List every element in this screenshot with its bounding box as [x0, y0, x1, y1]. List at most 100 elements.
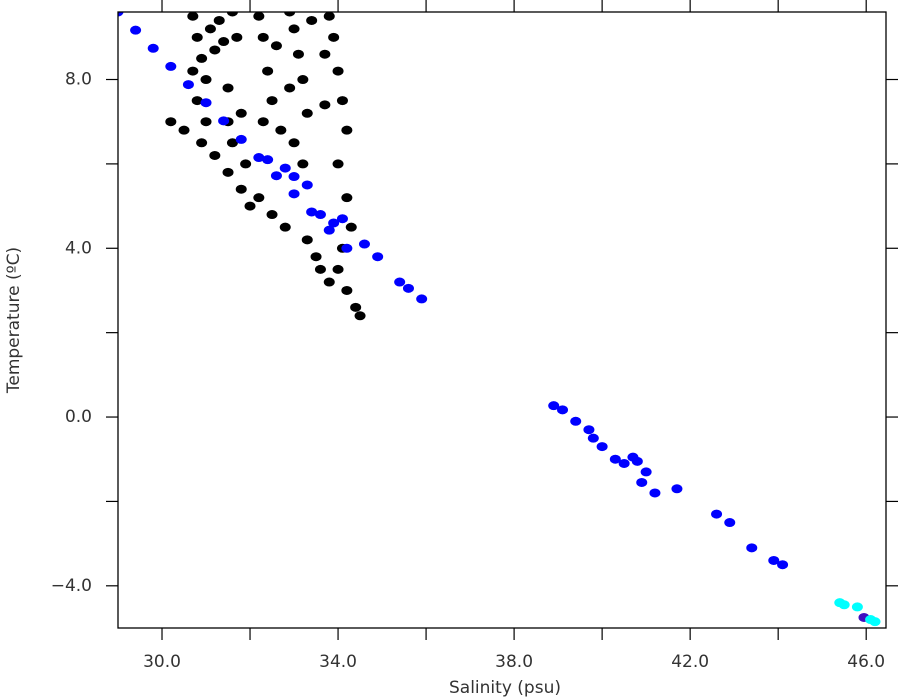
point: [191, 32, 203, 42]
point: [209, 45, 221, 55]
point: [631, 456, 643, 466]
point: [777, 560, 789, 570]
point: [297, 159, 309, 169]
point: [332, 66, 344, 76]
point: [319, 49, 331, 59]
point: [328, 32, 340, 42]
point: [288, 189, 300, 199]
point: [288, 138, 300, 148]
point: [226, 12, 238, 17]
point: [292, 49, 304, 59]
point: [306, 15, 318, 25]
point: [222, 83, 234, 93]
point: [354, 311, 366, 321]
y-axis-label: Temperature (ºC): [4, 247, 24, 394]
point: [275, 125, 287, 135]
point: [209, 150, 221, 160]
point: [336, 214, 348, 224]
point: [284, 12, 296, 17]
point: [301, 235, 313, 245]
point: [244, 201, 256, 211]
point: [270, 171, 282, 181]
point: [402, 283, 414, 293]
point: [218, 116, 230, 126]
point: [394, 277, 406, 287]
plot-frame: [117, 11, 887, 629]
point: [187, 66, 199, 76]
x-tick-label: 34.0: [319, 652, 357, 672]
y-tick-label: −4.0: [51, 576, 92, 596]
point: [609, 454, 621, 464]
point: [257, 32, 269, 42]
point: [279, 163, 291, 173]
point: [226, 138, 238, 148]
point: [328, 218, 340, 228]
point: [838, 600, 850, 610]
point: [147, 43, 159, 53]
point: [746, 543, 758, 553]
point: [182, 80, 194, 90]
point: [332, 264, 344, 274]
point: [869, 617, 881, 627]
point: [306, 207, 318, 217]
point: [196, 53, 208, 63]
x-tick-label: 38.0: [495, 652, 533, 672]
point: [636, 477, 648, 487]
point: [372, 252, 384, 262]
point: [279, 222, 291, 232]
point: [130, 25, 142, 35]
point: [266, 96, 278, 106]
point: [587, 433, 599, 443]
point: [341, 243, 353, 253]
point: [200, 117, 212, 127]
point: [314, 264, 326, 274]
x-tick-label: 42.0: [671, 652, 709, 672]
point: [253, 153, 265, 163]
point: [358, 239, 370, 249]
point: [262, 66, 274, 76]
point: [218, 37, 230, 47]
point: [336, 96, 348, 106]
point: [165, 61, 177, 71]
point: [200, 98, 212, 108]
point: [200, 75, 212, 85]
point: [557, 405, 569, 415]
point: [257, 117, 269, 127]
point: [165, 117, 177, 127]
point: [297, 75, 309, 85]
point: [332, 159, 344, 169]
point: [319, 100, 331, 110]
point: [178, 125, 190, 135]
point: [118, 12, 124, 17]
point: [341, 285, 353, 295]
y-tick-label: 0.0: [65, 407, 92, 427]
point: [323, 225, 335, 235]
point: [711, 509, 723, 519]
point: [851, 602, 863, 612]
point: [350, 302, 362, 312]
point: [288, 24, 300, 34]
point: [416, 294, 428, 304]
point: [671, 484, 683, 494]
point: [235, 108, 247, 118]
point: [341, 125, 353, 135]
point: [266, 210, 278, 220]
point: [213, 15, 225, 25]
point: [649, 488, 661, 498]
point: [204, 24, 216, 34]
point: [301, 108, 313, 118]
point: [596, 442, 608, 452]
point: [284, 83, 296, 93]
x-axis-label: Salinity (psu): [449, 678, 561, 698]
y-tick-label: 8.0: [65, 70, 92, 90]
point: [570, 416, 582, 426]
point: [323, 277, 335, 287]
point: [253, 12, 265, 21]
point: [253, 193, 265, 203]
point: [262, 155, 274, 165]
plot-points: [118, 12, 881, 627]
x-tick-label: 46.0: [847, 652, 885, 672]
point: [191, 96, 203, 106]
point: [314, 210, 326, 220]
